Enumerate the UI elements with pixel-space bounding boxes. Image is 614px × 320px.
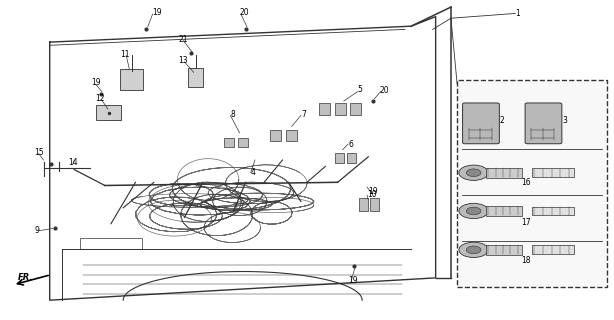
Bar [224, 138, 234, 147]
Bar [486, 168, 522, 178]
Bar [486, 245, 522, 255]
Bar [96, 105, 122, 120]
Text: 18: 18 [521, 256, 531, 265]
Text: 16: 16 [521, 179, 531, 188]
Circle shape [459, 242, 488, 258]
FancyBboxPatch shape [525, 103, 562, 144]
Text: 20: 20 [379, 86, 389, 95]
Text: 19: 19 [368, 188, 378, 196]
Text: 14: 14 [68, 158, 78, 167]
Bar [347, 153, 356, 163]
Bar [187, 68, 203, 87]
Bar [370, 198, 379, 211]
Text: 4: 4 [251, 168, 255, 177]
Bar [238, 138, 247, 147]
Circle shape [459, 203, 488, 219]
Bar [270, 130, 281, 141]
Bar [532, 206, 574, 215]
Text: 7: 7 [301, 110, 306, 119]
Text: 20: 20 [239, 8, 249, 17]
Circle shape [466, 169, 481, 177]
Text: 15: 15 [34, 148, 44, 156]
Bar [457, 80, 607, 287]
Text: 17: 17 [521, 218, 531, 227]
Bar [286, 130, 297, 141]
Bar [120, 69, 144, 90]
Bar [335, 153, 344, 163]
FancyBboxPatch shape [462, 103, 499, 144]
Text: 9: 9 [34, 226, 39, 235]
Text: 10: 10 [367, 190, 376, 199]
Text: 19: 19 [91, 78, 101, 87]
Bar [350, 103, 361, 116]
Text: 12: 12 [96, 94, 105, 103]
Text: FR.: FR. [18, 273, 33, 282]
Text: 3: 3 [562, 116, 567, 125]
Bar [335, 103, 346, 116]
Circle shape [466, 246, 481, 254]
Text: 11: 11 [120, 50, 130, 59]
Text: 1: 1 [515, 9, 520, 18]
Text: 8: 8 [230, 110, 235, 119]
Bar [319, 103, 330, 116]
Bar [359, 198, 368, 211]
Text: 2: 2 [500, 116, 505, 125]
Circle shape [466, 207, 481, 215]
Bar [80, 238, 142, 249]
Text: 6: 6 [348, 140, 353, 148]
Circle shape [459, 165, 488, 180]
Text: 5: 5 [358, 85, 363, 94]
Text: 19: 19 [349, 276, 359, 285]
Text: 21: 21 [178, 35, 188, 44]
Bar [486, 206, 522, 216]
Text: 19: 19 [153, 8, 162, 17]
Bar [532, 168, 574, 177]
Bar [532, 245, 574, 254]
Text: 13: 13 [178, 56, 188, 65]
